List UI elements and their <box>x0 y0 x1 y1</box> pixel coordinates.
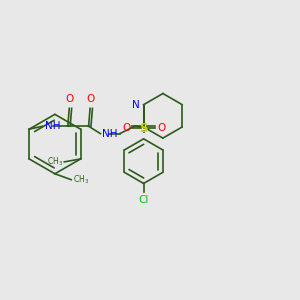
Text: CH$_3$: CH$_3$ <box>73 173 89 186</box>
Text: N: N <box>132 100 140 110</box>
Text: CH$_3$: CH$_3$ <box>46 156 63 168</box>
Text: Cl: Cl <box>138 195 149 205</box>
Text: O: O <box>66 94 74 104</box>
Text: O: O <box>157 124 165 134</box>
Text: O: O <box>86 94 95 104</box>
Text: O: O <box>122 124 130 134</box>
Text: NH: NH <box>102 129 118 139</box>
Text: NH: NH <box>46 121 61 131</box>
Text: S: S <box>139 122 148 135</box>
